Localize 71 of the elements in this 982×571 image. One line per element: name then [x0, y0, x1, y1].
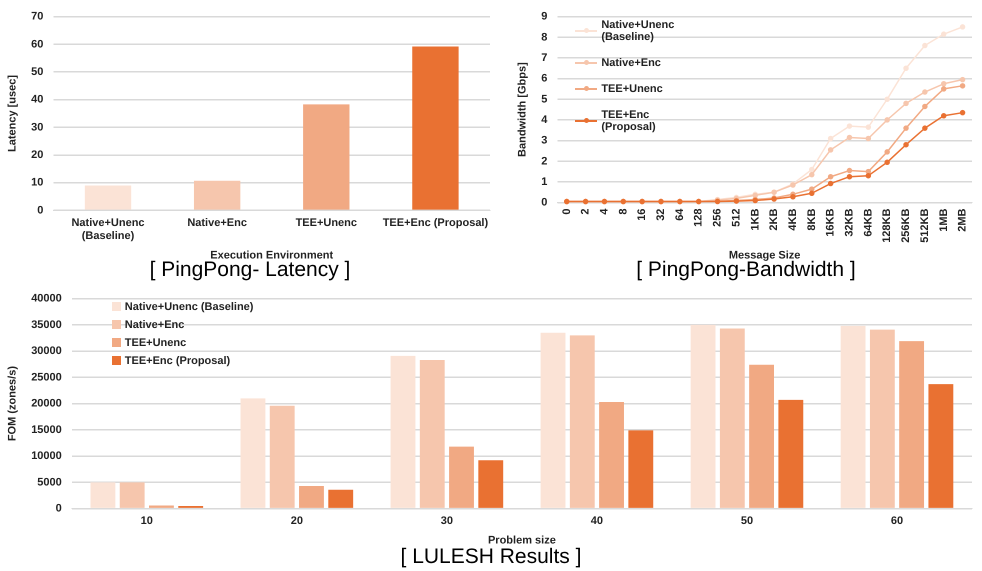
x-tick-label: Native+Enc — [187, 217, 247, 230]
x-tick-label: TEE+Enc (Proposal) — [382, 217, 488, 230]
y-tick-label: 40000 — [31, 292, 62, 305]
x-tick-label: 128 — [692, 208, 705, 227]
y-axis-title: FOM (zones/s) — [6, 366, 19, 442]
x-tick-label: 2 — [580, 208, 592, 215]
x-tick-label: 32KB — [844, 208, 856, 237]
legend-label: TEE+Enc (Proposal) — [601, 108, 657, 133]
y-tick-label: 0 — [56, 502, 62, 515]
y-tick-label: 5000 — [37, 476, 62, 488]
legend-label: TEE+Unenc — [601, 82, 663, 95]
y-axis-title: Bandwidth [Gbps] — [516, 62, 529, 157]
legend-label: Native+Enc — [124, 318, 184, 331]
x-tick-label: 16 — [636, 208, 648, 221]
text: [ LULESH Results ] — [400, 545, 582, 569]
y-tick-label: 30000 — [31, 345, 62, 358]
legend-label: Native+Unenc (Baseline) — [124, 300, 254, 313]
x-tick-label: 20 — [290, 515, 303, 528]
x-axis-title: Problem size — [488, 534, 556, 546]
legend-label: Native+Enc — [601, 56, 661, 69]
x-tick-label: Native+Unenc (Baseline) — [71, 217, 145, 242]
x-tick-label: 30 — [440, 515, 453, 528]
y-tick-label: 70 — [31, 10, 44, 23]
y-tick-label: 60 — [31, 38, 44, 50]
legend-label: Native+Unenc (Baseline) — [601, 18, 676, 43]
x-tick-label: 10 — [140, 515, 153, 528]
x-tick-label: 1KB — [749, 208, 762, 231]
x-tick-label: TEE+Unenc — [296, 217, 358, 230]
x-tick-label: 512KB — [918, 208, 931, 243]
x-tick-label: 128KB — [881, 208, 894, 243]
y-tick-label: 40 — [31, 94, 44, 106]
x-tick-label: 4 — [598, 208, 610, 215]
legend-label: TEE+Enc (Proposal) — [124, 354, 230, 367]
x-tick-label: 8 — [617, 208, 630, 215]
y-tick-label: 1 — [541, 176, 548, 188]
x-tick-label: 40 — [590, 515, 604, 528]
y-tick-label: 20 — [31, 149, 44, 162]
x-tick-label: 8KB — [806, 208, 818, 231]
y-tick-label: 10000 — [31, 450, 62, 462]
y-tick-label: 50 — [31, 66, 44, 78]
y-tick-label: 3 — [541, 134, 548, 147]
x-tick-label: 256KB — [900, 208, 912, 243]
x-tick-label: 64 — [674, 208, 686, 221]
y-tick-label: 30 — [31, 121, 44, 134]
legend-label: TEE+Unenc — [124, 336, 186, 349]
y-tick-label: 15000 — [31, 424, 62, 436]
y-tick-label: 10 — [31, 176, 44, 189]
x-tick-label: 32 — [655, 208, 668, 221]
y-axis-title: Latency [usec] — [6, 74, 19, 152]
y-tick-label: 6 — [541, 72, 548, 85]
y-tick-label: 4 — [541, 114, 548, 126]
y-tick-label: 5 — [541, 93, 548, 106]
x-tick-label: 1MB — [938, 208, 950, 232]
y-tick-label: 8 — [541, 31, 548, 44]
x-tick-label: 256 — [712, 208, 724, 227]
y-tick-label: 2 — [541, 155, 548, 168]
x-tick-label: 0 — [560, 208, 573, 215]
x-tick-label: 2KB — [768, 208, 780, 231]
x-tick-label: 50 — [740, 515, 754, 528]
x-tick-label: 16KB — [824, 208, 837, 237]
x-tick-label: 64KB — [862, 208, 874, 237]
y-tick-label: 35000 — [31, 318, 62, 331]
y-tick-label: 9 — [541, 10, 548, 23]
y-tick-label: 7 — [541, 52, 548, 64]
y-tick-label: 25000 — [31, 371, 62, 384]
x-tick-label: 2MB — [956, 208, 969, 232]
x-tick-label: 4KB — [786, 208, 799, 231]
x-tick-label: 512 — [730, 208, 742, 227]
x-tick-label: 60 — [890, 515, 904, 528]
x-axis-title: Message Size — [728, 249, 800, 262]
y-tick-label: 20000 — [31, 398, 62, 410]
